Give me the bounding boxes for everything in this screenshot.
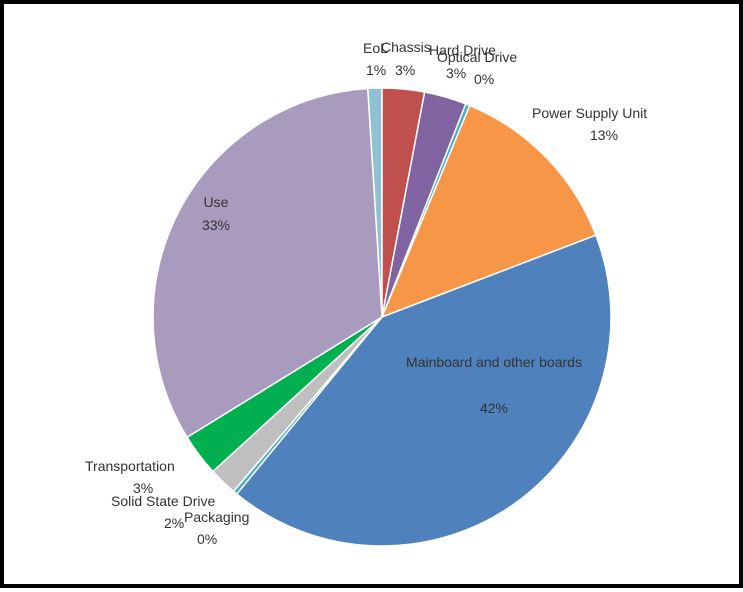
label-hard-drive: Hard Drive 3% — [429, 42, 496, 81]
label-optical-drive-name: Optical Drive — [437, 49, 517, 65]
label-eol-name: EoL — [363, 40, 388, 56]
label-ssd-name: Solid State Drive — [111, 493, 215, 509]
label-transportation-pct: 3% — [133, 480, 153, 496]
label-ssd-pct: 2% — [164, 515, 184, 531]
pie-slice-power-supply-unit — [381, 104, 597, 318]
label-chassis: Chassis 3% — [381, 39, 431, 78]
label-hard-drive-pct: 3% — [446, 65, 466, 81]
label-psu-pct: 13% — [590, 127, 618, 143]
label-chassis-name: Chassis — [381, 39, 431, 55]
label-psu-name: Power Supply Unit — [532, 105, 647, 121]
label-optical-drive-pct: 0% — [474, 71, 494, 87]
label-chassis-pct: 3% — [395, 62, 415, 78]
label-eol-pct: 1% — [366, 62, 386, 78]
label-mainboard-name: Mainboard and other boards — [406, 354, 582, 370]
label-power-supply-unit: Power Supply Unit 13% — [532, 105, 647, 143]
label-solid-state-drive: Solid State Drive 2% — [111, 493, 215, 531]
label-eol: EoL 1% — [363, 40, 388, 78]
label-packaging: Packaging 0% — [184, 509, 249, 547]
label-use-pct: 33% — [202, 217, 230, 233]
label-hard-drive-name: Hard Drive — [429, 42, 496, 58]
label-transportation: Transportation 3% — [85, 458, 175, 496]
pie-chart: EoL 1% Chassis 3% Hard Drive 3% Optical … — [85, 39, 647, 547]
pie-slice-use — [152, 87, 383, 438]
label-packaging-pct: 0% — [197, 531, 217, 547]
label-use-name: Use — [204, 194, 229, 210]
label-transportation-name: Transportation — [85, 458, 175, 474]
label-use: Use 33% — [202, 194, 230, 233]
label-mainboard-pct: 42% — [480, 400, 508, 416]
label-packaging-name: Packaging — [184, 509, 249, 525]
label-optical-drive: Optical Drive 0% — [437, 49, 517, 87]
pie-slice-mainboard-and-other-boards — [236, 234, 612, 547]
label-mainboard: Mainboard and other boards 42% — [406, 354, 582, 416]
